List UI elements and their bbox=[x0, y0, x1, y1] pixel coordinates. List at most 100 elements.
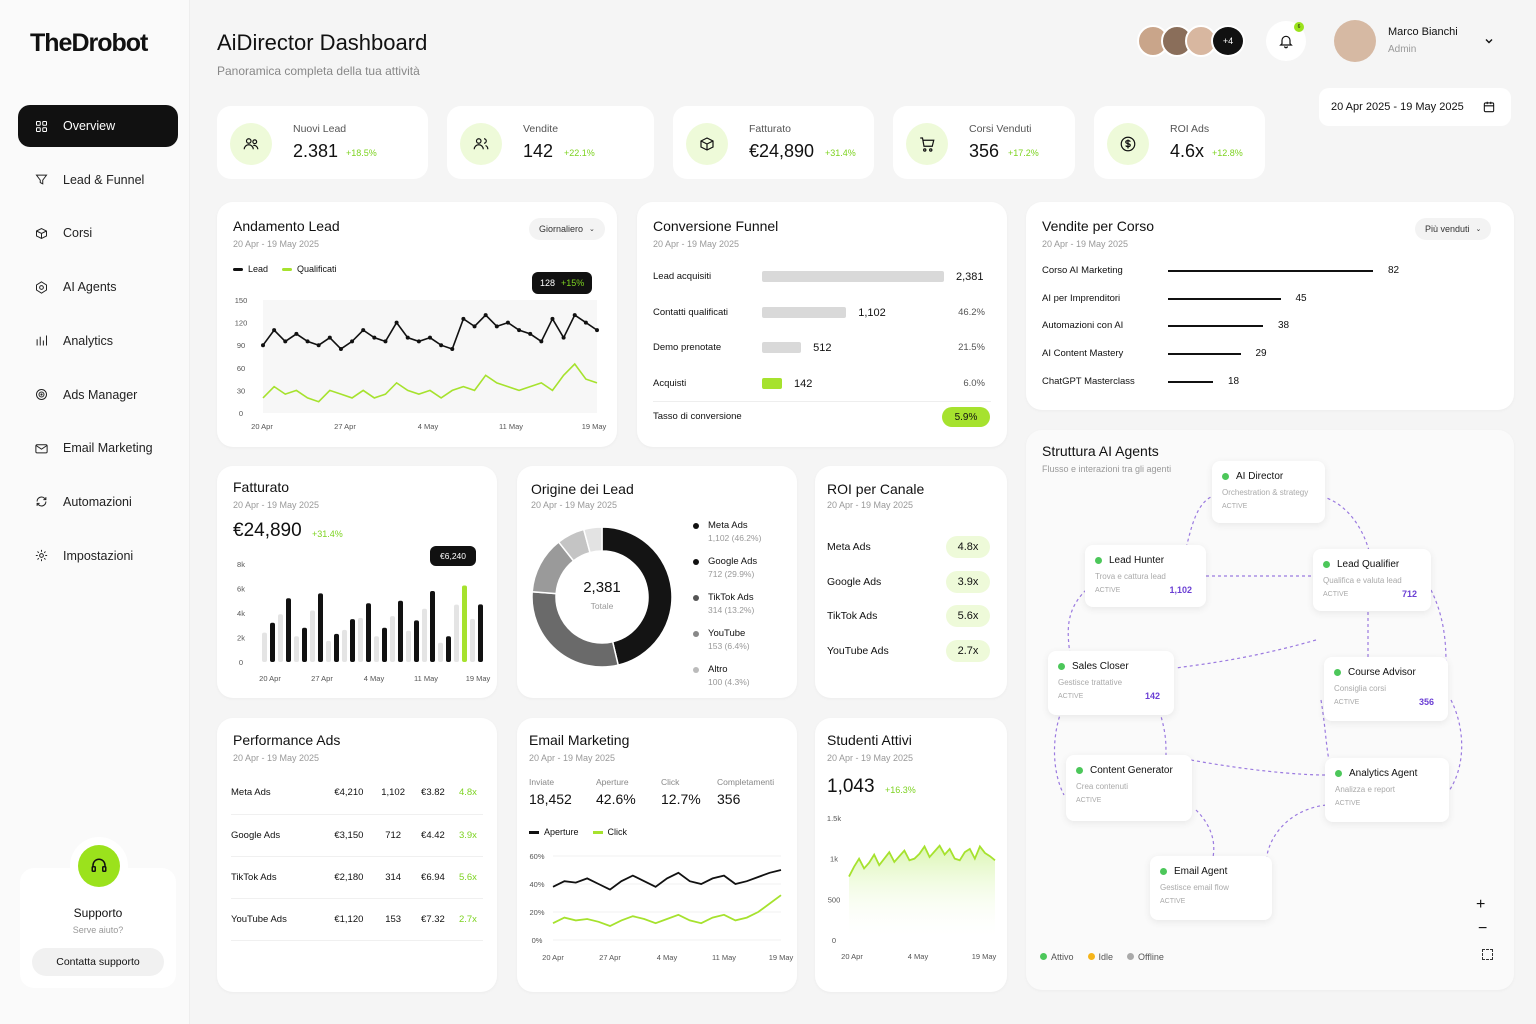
x-tick-label: 27 Apr bbox=[334, 422, 356, 431]
sidebar-item-corsi[interactable]: Corsi bbox=[18, 212, 178, 254]
card-range: 20 Apr - 19 May 2025 bbox=[531, 500, 618, 510]
area-fill bbox=[849, 845, 995, 940]
data-point bbox=[461, 316, 466, 321]
bar-light bbox=[470, 618, 475, 662]
y-tick-label: 4k bbox=[237, 609, 245, 618]
conversion-rate-label: Tasso di conversione bbox=[653, 411, 742, 422]
data-point bbox=[595, 328, 599, 333]
email-stat-value: 42.6% bbox=[596, 791, 636, 807]
agents-legend: Attivo Idle Offline bbox=[1040, 948, 1164, 966]
support-title: Supporto bbox=[73, 906, 123, 920]
agent-name-label: Lead Hunter bbox=[1109, 555, 1165, 566]
kpi-value: 356 bbox=[969, 141, 1000, 161]
kpi-courses-sold[interactable]: Corsi Venduti 356 +17.2% bbox=[893, 106, 1075, 179]
funnel-label: Contatti qualificati bbox=[653, 306, 728, 318]
table-cell: €2,180 bbox=[324, 856, 374, 899]
donut-total: 2,381 bbox=[583, 579, 621, 596]
table-cell: YouTube Ads bbox=[231, 898, 325, 941]
legend-item-click: Click bbox=[592, 827, 628, 837]
date-range-label: 20 Apr 2025 - 19 May 2025 bbox=[1331, 101, 1464, 113]
user-menu[interactable]: Marco Bianchi Admin bbox=[1334, 18, 1504, 64]
table-row[interactable]: Meta Ads €4,210 1,102 €3.82 4.8x bbox=[231, 772, 483, 815]
bell-icon bbox=[1279, 35, 1293, 49]
bar bbox=[270, 622, 275, 662]
origin-label: Meta Ads bbox=[708, 520, 748, 531]
x-tick-label: 19 May bbox=[769, 953, 794, 962]
data-point bbox=[261, 343, 265, 348]
course-row: AI Content Mastery 29 bbox=[1026, 348, 1514, 362]
table-row[interactable]: Google Ads €3,150 712 €4.42 3.9x bbox=[231, 814, 483, 857]
legend-dot bbox=[693, 595, 699, 601]
revenue-value: €24,890 bbox=[233, 520, 302, 541]
dropdown-label: Più venduti bbox=[1425, 224, 1470, 234]
email-stat-label: Inviate bbox=[529, 777, 555, 787]
team-avatars[interactable]: +4 bbox=[1137, 25, 1247, 57]
data-point bbox=[550, 316, 555, 321]
course-sales-card: Vendite per Corso 20 Apr - 19 May 2025 P… bbox=[1026, 202, 1514, 410]
dollar-icon bbox=[1107, 123, 1149, 165]
agent-name: Email Agent bbox=[1160, 866, 1227, 877]
sidebar-item-analytics[interactable]: Analytics bbox=[18, 320, 178, 362]
agent-node-email-agent[interactable]: Email Agent Gestisce email flow ACTIVE bbox=[1150, 856, 1272, 920]
sidebar-item-automazioni[interactable]: Automazioni bbox=[18, 481, 178, 523]
data-point bbox=[539, 339, 544, 344]
agent-node-ai-director[interactable]: AI Director Orchestration & strategy ACT… bbox=[1212, 461, 1325, 523]
funnel-bar bbox=[762, 342, 802, 353]
table-row[interactable]: YouTube Ads €1,120 153 €7.32 2.7x bbox=[231, 898, 483, 941]
roi-badge: 2.7x bbox=[946, 639, 990, 662]
sort-dropdown[interactable]: Più venduti ⌄ bbox=[1415, 218, 1492, 240]
funnel-value: 512 bbox=[813, 342, 832, 354]
legend-dot bbox=[693, 667, 699, 673]
table-row[interactable]: TikTok Ads €2,180 314 €6.94 5.6x bbox=[231, 856, 483, 899]
origin-detail: 100 (4.3%) bbox=[708, 677, 750, 687]
x-tick-label: 19 May bbox=[972, 952, 997, 961]
status-dot bbox=[1323, 561, 1330, 568]
bar bbox=[302, 627, 307, 662]
email-stat-label: Completamenti bbox=[717, 777, 775, 787]
brand-logo[interactable]: TheDrobot bbox=[30, 29, 148, 57]
sidebar-item-ai-agents[interactable]: AI Agents bbox=[18, 266, 178, 308]
grid-icon bbox=[36, 120, 47, 132]
agent-status: ACTIVE bbox=[1058, 693, 1084, 700]
sidebar-item-email-marketing[interactable]: Email Marketing bbox=[18, 427, 178, 469]
card-range: 20 Apr - 19 May 2025 bbox=[1042, 239, 1129, 249]
sidebar-item-lead-funnel[interactable]: Lead & Funnel bbox=[18, 159, 178, 201]
agent-node-lead-qualifier[interactable]: Lead Qualifier Qualifica e valuta lead A… bbox=[1313, 549, 1431, 611]
sidebar-item-overview[interactable]: Overview bbox=[18, 105, 178, 147]
ads-performance-card: Performance Ads 20 Apr - 19 May 2025 Met… bbox=[217, 718, 497, 992]
sidebar-item-impostazioni[interactable]: Impostazioni bbox=[18, 535, 178, 577]
agent-node-course-advisor[interactable]: Course Advisor Consiglia corsi ACTIVE 35… bbox=[1324, 657, 1448, 721]
funnel-pct: 21.5% bbox=[958, 342, 985, 353]
card-range: 20 Apr - 19 May 2025 bbox=[653, 239, 740, 249]
date-range-picker[interactable]: 20 Apr 2025 - 19 May 2025 bbox=[1319, 88, 1511, 126]
notification-button[interactable]: 6 bbox=[1266, 21, 1306, 61]
revenue-card: Fatturato 20 Apr - 19 May 2025 €24,890 +… bbox=[217, 466, 497, 698]
contact-support-button[interactable]: Contatta supporto bbox=[32, 948, 164, 976]
kpi-new-leads[interactable]: Nuovi Lead 2.381 +18.5% bbox=[217, 106, 428, 179]
agent-status: ACTIVE bbox=[1335, 800, 1361, 807]
sidebar-item-ads-manager[interactable]: Ads Manager bbox=[18, 374, 178, 416]
granularity-dropdown[interactable]: Giornaliero ⌄ bbox=[529, 218, 605, 240]
zoom-in-icon[interactable]: + bbox=[1476, 896, 1486, 913]
kpi-value: €24,890 bbox=[749, 141, 815, 161]
agent-node-content-generator[interactable]: Content Generator Crea contenuti ACTIVE bbox=[1066, 755, 1192, 821]
kpi-revenue[interactable]: Fatturato €24,890 +31.4% bbox=[673, 106, 874, 179]
agent-node-lead-hunter[interactable]: Lead Hunter Trova e cattura lead ACTIVE … bbox=[1085, 545, 1206, 607]
agent-desc: Orchestration & strategy bbox=[1222, 488, 1309, 497]
ai-agents-card: Struttura AI Agents Flusso e interazioni… bbox=[1026, 430, 1514, 990]
kpi-sales[interactable]: Vendite 142 +22.1% bbox=[447, 106, 654, 179]
card-title: Fatturato bbox=[233, 479, 290, 495]
agent-name: Sales Closer bbox=[1058, 661, 1129, 672]
kpi-value: 4.6x bbox=[1170, 141, 1205, 161]
x-tick-label: 27 Apr bbox=[599, 953, 621, 962]
funnel-row: Lead acquisiti 2,381 bbox=[637, 271, 1007, 285]
fullscreen-icon[interactable] bbox=[1482, 949, 1493, 960]
agent-node-analytics-agent[interactable]: Analytics Agent Analizza e report ACTIVE bbox=[1325, 758, 1449, 822]
bar bbox=[478, 604, 483, 662]
legend-label: Click bbox=[607, 827, 628, 837]
zoom-out-icon[interactable]: − bbox=[1478, 920, 1488, 937]
y-tick-label: 1.5k bbox=[827, 814, 841, 823]
kpi-roi-ads[interactable]: ROI Ads 4.6x +12.8% bbox=[1094, 106, 1265, 179]
agent-node-sales-closer[interactable]: Sales Closer Gestisce trattative ACTIVE … bbox=[1048, 651, 1174, 715]
bar-light bbox=[374, 636, 379, 662]
